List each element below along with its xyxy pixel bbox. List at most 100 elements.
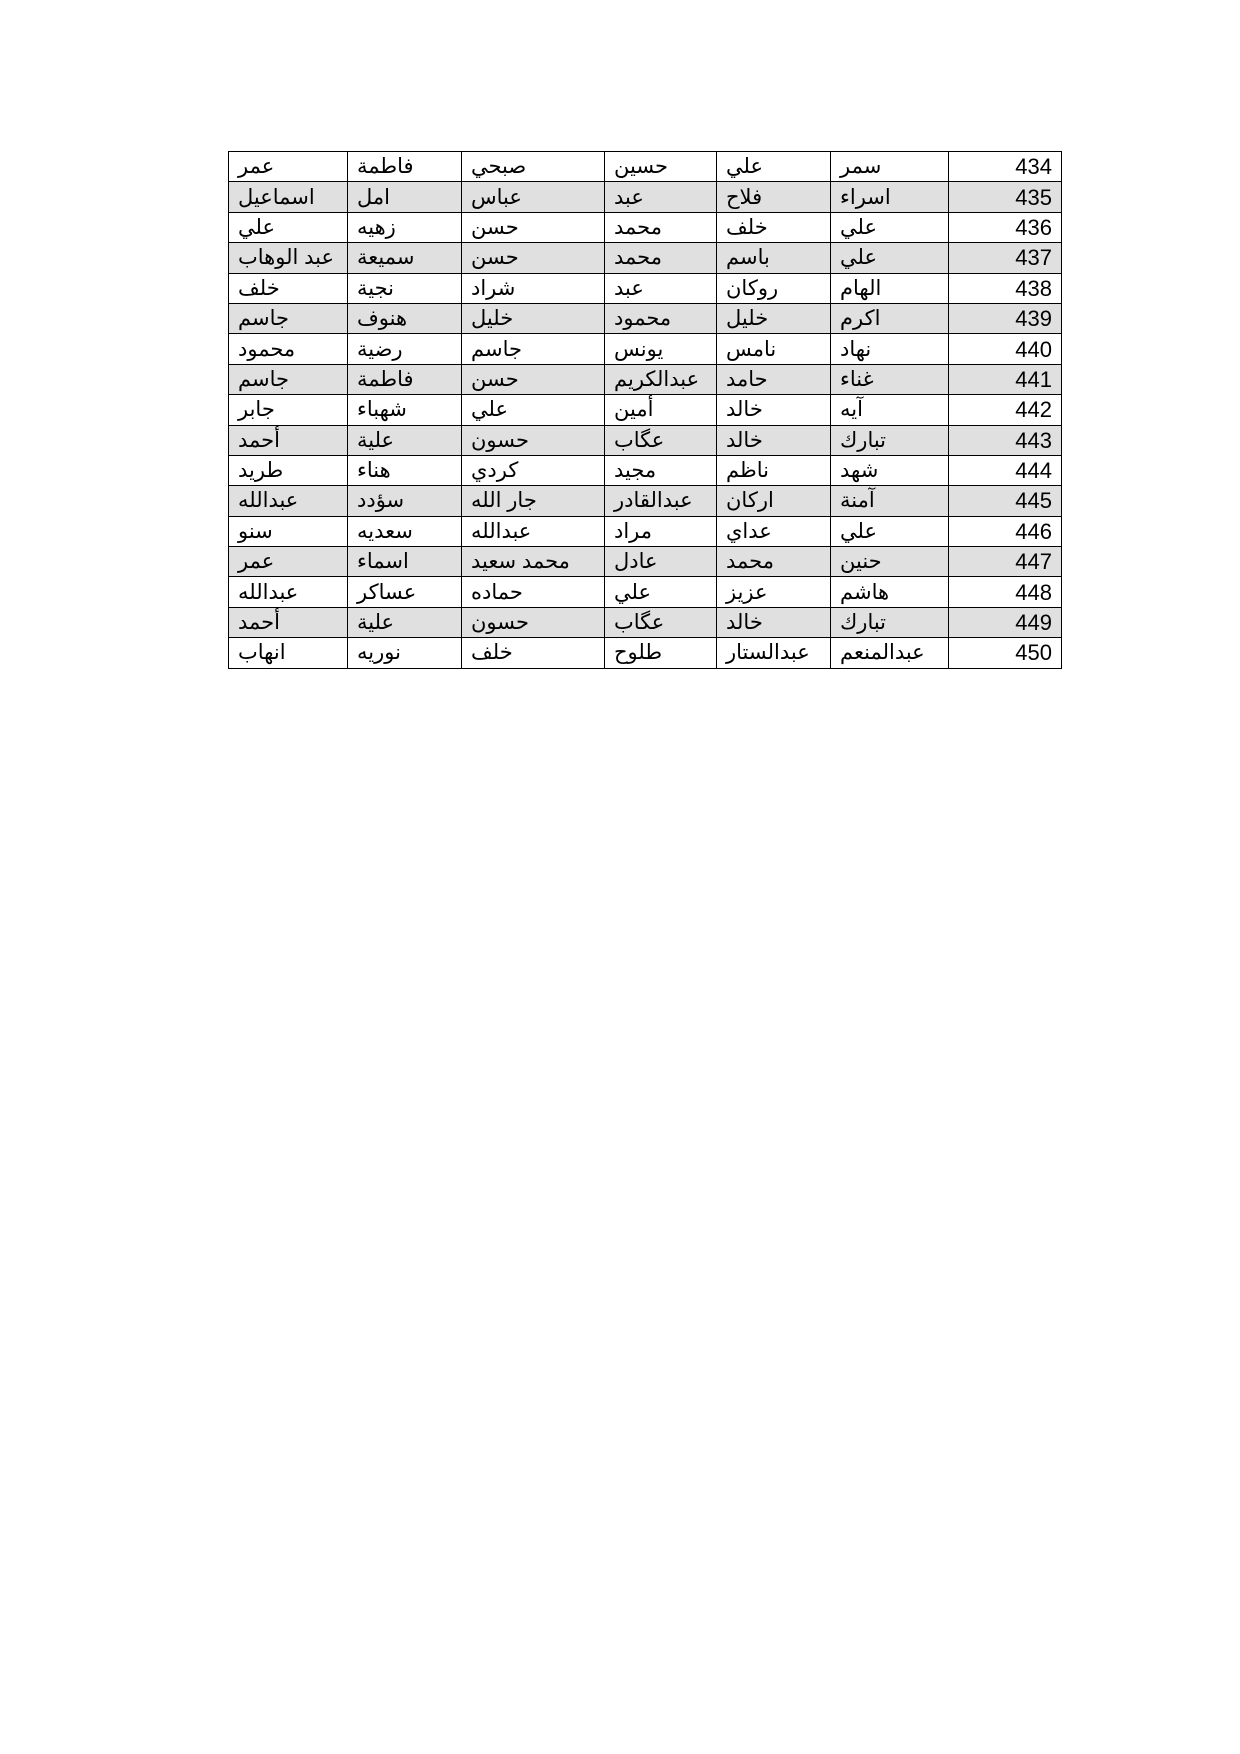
- name-cell: علية: [347, 424, 462, 456]
- table-row: اسماعيل امل عباس عبد فلاح اسراء 435: [228, 181, 1062, 213]
- name-cell: عباس: [461, 181, 605, 213]
- name-cell: هاشم: [830, 576, 949, 608]
- name-cell: علي: [830, 211, 949, 244]
- name-cell: حسون: [461, 424, 605, 456]
- name-cell: علي: [830, 242, 949, 274]
- table-body: عمر فاطمة صبحي حسين علي سمر 434 اسماعيل امل عباس ع…: [228, 150, 1062, 669]
- name-cell: هناء: [347, 454, 462, 487]
- name-cell: صبحي: [461, 150, 605, 183]
- name-cell: خلف: [228, 272, 348, 304]
- name-cell: عبدالمنعم: [830, 637, 949, 669]
- row-number-cell: 438: [948, 272, 1062, 304]
- name-cell: عبدالقادر: [604, 485, 717, 517]
- name-cell: اسماء: [347, 546, 462, 578]
- row-number-cell: 450: [948, 637, 1062, 669]
- name-cell: محمد سعيد: [461, 546, 605, 578]
- row-number-cell: 435: [948, 181, 1062, 213]
- name-cell: علي: [716, 150, 831, 183]
- name-cell: خالد: [716, 394, 831, 426]
- row-number-cell: 439: [948, 302, 1062, 335]
- name-cell: امل: [347, 181, 462, 213]
- name-cell: نامس: [716, 333, 831, 365]
- name-cell: هنوف: [347, 302, 462, 335]
- name-cell: كردي: [461, 454, 605, 487]
- row-number-cell: 446: [948, 515, 1062, 548]
- row-number-cell: 448: [948, 576, 1062, 608]
- names-table: عمر فاطمة صبحي حسين علي سمر 434 اسماعيل امل عباس ع…: [228, 150, 1062, 669]
- name-cell: جاسم: [461, 333, 605, 365]
- name-cell: تبارك: [830, 424, 949, 456]
- table-row: سنو سعديه عبدالله مراد عداي علي 446: [228, 515, 1062, 548]
- name-cell: علي: [461, 394, 605, 426]
- name-cell: عبدالستار: [716, 637, 831, 669]
- name-cell: طريد: [228, 454, 348, 487]
- name-cell: سنو: [228, 515, 348, 548]
- name-cell: سؤدد: [347, 485, 462, 517]
- name-cell: روكان: [716, 272, 831, 304]
- name-cell: عبد الوهاب: [228, 242, 348, 274]
- table-row: جابر شهباء علي أمين خالد آيه 442: [228, 394, 1062, 426]
- name-cell: نجية: [347, 272, 462, 304]
- name-cell: شراد: [461, 272, 605, 304]
- name-cell: نوريه: [347, 637, 462, 669]
- name-cell: حسن: [461, 363, 605, 396]
- name-cell: اكرم: [830, 302, 949, 335]
- name-cell: علي: [830, 515, 949, 548]
- name-cell: باسم: [716, 242, 831, 274]
- name-cell: شهباء: [347, 394, 462, 426]
- name-cell: حامد: [716, 363, 831, 396]
- row-number-cell: 440: [948, 333, 1062, 365]
- name-cell: جابر: [228, 394, 348, 426]
- name-cell: عبدالكريم: [604, 363, 717, 396]
- name-cell: حماده: [461, 576, 605, 608]
- name-cell: حسن: [461, 242, 605, 274]
- name-cell: عادل: [604, 546, 717, 578]
- name-cell: نهاد: [830, 333, 949, 365]
- name-cell: عساكر: [347, 576, 462, 608]
- table-row: عمر فاطمة صبحي حسين علي سمر 434: [228, 150, 1062, 183]
- table-row: طريد هناء كردي مجيد ناظم شهد 444: [228, 454, 1062, 487]
- name-cell: أمين: [604, 394, 717, 426]
- name-cell: علي: [228, 211, 348, 244]
- row-number-cell: 445: [948, 485, 1062, 517]
- name-cell: حسن: [461, 211, 605, 244]
- row-number-cell: 444: [948, 454, 1062, 487]
- name-cell: عداي: [716, 515, 831, 548]
- name-cell: عمر: [228, 546, 348, 578]
- name-cell: خالد: [716, 424, 831, 456]
- name-cell: عبد: [604, 181, 717, 213]
- name-cell: حسين: [604, 150, 717, 183]
- name-cell: عمر: [228, 150, 348, 183]
- row-number-cell: 443: [948, 424, 1062, 456]
- name-cell: أحمد: [228, 606, 348, 639]
- name-cell: فاطمة: [347, 363, 462, 396]
- name-cell: عزيز: [716, 576, 831, 608]
- name-cell: شهد: [830, 454, 949, 487]
- name-cell: يونس: [604, 333, 717, 365]
- name-cell: حنين: [830, 546, 949, 578]
- name-cell: خلف: [716, 211, 831, 244]
- row-number-cell: 434: [948, 150, 1062, 183]
- row-number-cell: 436: [948, 211, 1062, 244]
- name-cell: عبدالله: [228, 485, 348, 517]
- name-cell: محمد: [604, 211, 717, 244]
- name-cell: ناظم: [716, 454, 831, 487]
- name-cell: خليل: [461, 302, 605, 335]
- name-cell: زهيه: [347, 211, 462, 244]
- table-row: عمر اسماء محمد سعيد عادل محمد حنين 447: [228, 546, 1062, 578]
- name-cell: فاطمة: [347, 150, 462, 183]
- name-cell: انهاب: [228, 637, 348, 669]
- name-cell: جاسم: [228, 302, 348, 335]
- name-cell: سميعة: [347, 242, 462, 274]
- name-cell: جار الله: [461, 485, 605, 517]
- name-cell: حسون: [461, 606, 605, 639]
- name-cell: مجيد: [604, 454, 717, 487]
- table-row: جاسم فاطمة حسن عبدالكريم حامد غناء 441: [228, 363, 1062, 396]
- row-number-cell: 441: [948, 363, 1062, 396]
- name-cell: طلوح: [604, 637, 717, 669]
- name-cell: علي: [604, 576, 717, 608]
- table-row: محمود رضية جاسم يونس نامس نهاد 440: [228, 333, 1062, 365]
- name-cell: عبدالله: [461, 515, 605, 548]
- name-cell: تبارك: [830, 606, 949, 639]
- name-cell: خلف: [461, 637, 605, 669]
